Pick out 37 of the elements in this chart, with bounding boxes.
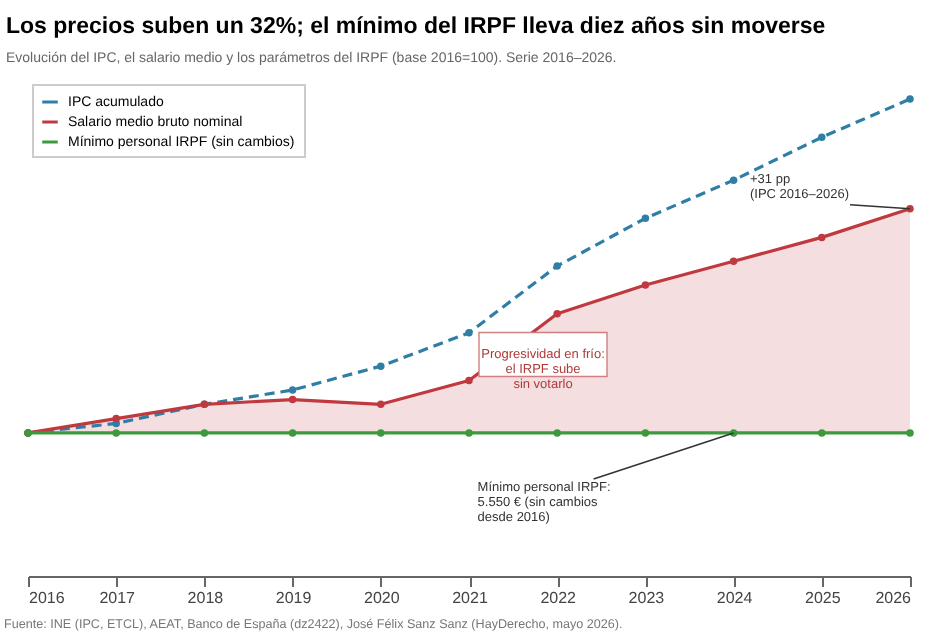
point <box>112 429 120 437</box>
x-tick-label: 2018 <box>187 589 225 607</box>
x-tick-label: 2021 <box>452 589 489 607</box>
point <box>641 281 650 289</box>
point <box>465 376 473 385</box>
x-tick-label: 2019 <box>275 589 313 607</box>
x-tick-label: 2026 <box>875 589 913 607</box>
point <box>377 362 385 370</box>
x-tick-label: 2025 <box>805 589 842 607</box>
point <box>641 429 650 437</box>
point <box>818 233 826 242</box>
point <box>553 429 561 437</box>
x-tick-label: 2024 <box>716 589 754 607</box>
x-tick-label: 2023 <box>628 589 666 607</box>
x-tick-label: 2022 <box>540 589 578 607</box>
point <box>288 429 297 437</box>
point <box>200 429 209 437</box>
point <box>641 214 650 223</box>
point <box>465 329 473 337</box>
point <box>906 429 914 437</box>
chart-title: Los precios suben un 32%; el mínimo del IRPF lleva diez años sin moverse <box>6 15 826 39</box>
point <box>729 257 738 265</box>
point <box>818 429 826 437</box>
point <box>465 429 473 437</box>
point <box>553 262 561 270</box>
point <box>729 176 738 184</box>
x-tick-label: 2020 <box>364 589 401 607</box>
x-tick-label: 2016 <box>29 589 66 607</box>
point <box>906 95 914 103</box>
point <box>377 400 385 409</box>
point <box>818 133 826 141</box>
point <box>112 414 120 423</box>
point <box>553 309 561 318</box>
point <box>288 386 297 394</box>
x-tick-label: 2017 <box>99 589 137 607</box>
point <box>288 395 297 404</box>
point <box>377 429 385 437</box>
